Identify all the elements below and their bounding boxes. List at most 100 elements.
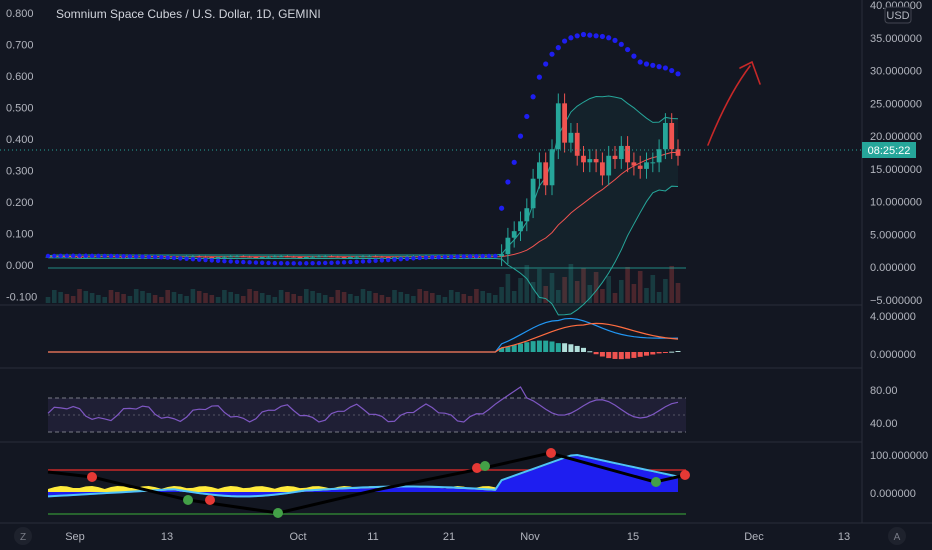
candle-body [499,254,504,257]
volume-bar [165,290,170,303]
psar-dot [152,254,158,260]
psar-dot [178,256,183,261]
volume-bar [291,294,296,303]
candle-body [341,257,347,259]
psar-dot [474,253,479,259]
candle-body [663,123,668,150]
candle-body [593,159,599,163]
macd-hist-bar [669,351,675,353]
psar-dot [272,260,277,266]
macd-line [48,317,679,353]
candle-body [385,257,391,259]
volume-bar [108,290,114,303]
currency-button[interactable]: USD [884,6,912,24]
volume-bar [436,295,441,303]
psar-dot [234,259,240,264]
osc-axis-tick: 100.000000 [870,450,928,462]
right-axis-tick: 25.000000 [870,98,922,110]
candle-body [568,132,574,143]
macd-hist-bar [562,343,568,352]
psar-dot [599,33,606,40]
macd-hist-bar [625,352,631,359]
zoom-corner-button[interactable]: Z [14,527,32,545]
macd-hist-bar [599,352,605,357]
psar-dot [291,261,296,266]
psar-dot [316,260,322,266]
psar-dot [643,61,650,67]
volume-bar [115,292,120,303]
psar-dot [222,258,227,264]
volume-bar [228,292,233,303]
volume-bar [83,291,89,303]
left-axis-tick: 0.800 [6,8,34,20]
volume-bar [297,296,303,303]
x-axis: Sep 13 Oct 11 21 Nov 15 Dec 13 [65,531,850,543]
volume-bar [58,292,63,303]
psar-dot [278,260,284,266]
candle-body [297,257,303,259]
volume-bar [499,287,504,303]
psar-dot [511,159,517,165]
psar-dot [517,133,524,139]
psar-dot [562,38,568,44]
volume-bar [474,289,479,303]
right-axis-tick: 5.000000 [870,229,916,241]
volume-bar [461,294,467,303]
zoom-corner-label: Z [20,532,26,543]
osc-dot-red [205,495,215,505]
volume-bar [442,297,448,303]
psar-dot [486,253,492,259]
candle-body [196,256,202,258]
macd-hist-bar [581,347,586,352]
psar-dot [675,71,681,77]
psar-dot [411,256,416,261]
volume-bar [518,278,523,303]
macd-hist-bar [536,340,542,352]
psar-dot [656,64,662,70]
candle-body [291,256,297,258]
psar-dot [354,259,359,264]
candle-body [524,208,530,222]
candle-body [543,162,549,186]
osc-dot-red [546,448,556,458]
auto-scale-button[interactable]: A [888,527,906,545]
psar-dot [165,255,170,260]
candle-body [310,256,315,258]
candle-body [278,256,284,258]
psar-dot [606,35,612,41]
left-axis-tick: 0.100 [6,229,34,241]
volume-bar [644,288,649,303]
left-axis-tick: -0.100 [6,292,37,304]
psar-dot [335,260,340,265]
volume-bar [241,296,246,303]
psar-dot [108,253,114,259]
x-axis-tick: Sep [65,531,85,543]
volume-bar [511,291,517,303]
volume-bar [562,277,567,303]
x-axis-tick: Oct [289,531,306,543]
osc-dot-green [183,495,193,505]
osc-dot-green [273,508,283,518]
bollinger-upper [47,95,679,257]
psar-dot [341,260,347,265]
volume-bar [146,293,152,303]
psar-dot [190,257,196,262]
volume-bar [404,294,410,303]
candle-body [234,256,240,258]
volume-bar [278,290,284,303]
macd-hist-bar [593,352,599,355]
volume-bar [385,297,391,303]
x-axis-tick: 13 [838,531,850,543]
psar-dot [398,257,403,262]
volume-bar [341,292,347,303]
volume-bar [663,279,668,303]
psar-dot [637,59,643,65]
volume-bar [675,283,681,303]
volume-bar [272,297,278,303]
psar-dot [285,261,290,266]
osc-axis-tick: 0.000000 [870,488,916,500]
volume-bar [253,291,259,303]
volume-bar [373,293,378,303]
volume-bar [96,295,101,303]
